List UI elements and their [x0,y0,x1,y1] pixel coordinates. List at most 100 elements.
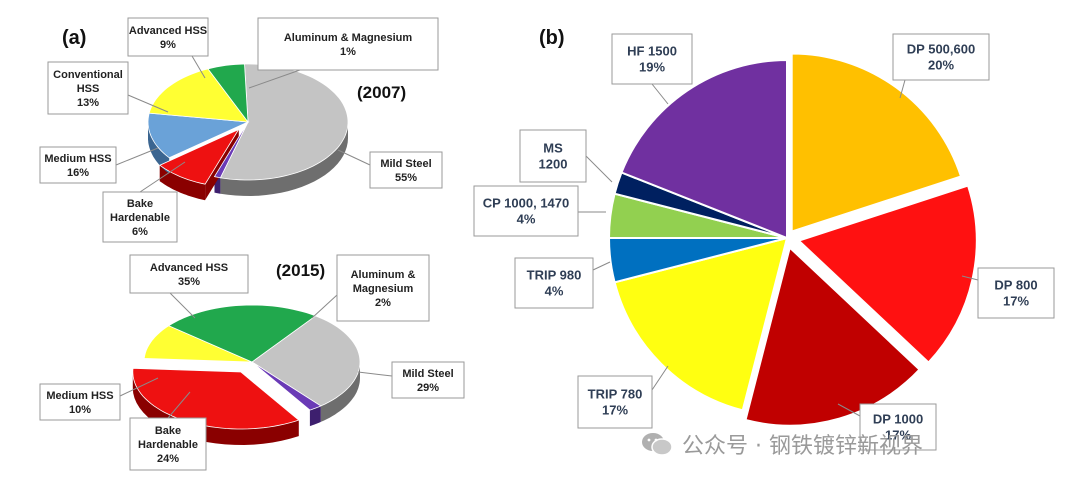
a2007-conventional-hss-label-line-0: Conventional [53,69,123,81]
a2007-aluminum-magnesium-label-box [257,17,439,71]
panel-label-b: (b) [539,27,565,49]
a2007-aluminum-magnesium-label-line-1: 1% [340,46,356,58]
pie-2007-side-conventional-hss [148,122,170,174]
a2015-aluminum-magnesium-label-line-2: 2% [375,297,391,309]
a2007-mild-steel-label-line-0: Mild Steel [380,158,431,170]
wechat-icon [642,433,673,456]
a2015-mild-steel-label-line-1: 29% [417,382,439,394]
b-ms-1200-leader-line [585,155,613,183]
b-ms-1200-label-box [519,129,587,183]
b-cp-1000-1470-label-line-1: 4% [517,212,536,227]
a2007-bake-hardenable-leader-line [139,161,186,193]
b-dp-1000-label-line-0: DP 1000 [873,412,923,427]
a2007-mild-steel-label-box [369,151,443,189]
watermark-text: 公众号 · 钢铁镀锌新视界 [682,434,923,459]
a2007-aluminum-magnesium-label-line-0: Aluminum & Magnesium [284,32,413,44]
a2015-bake-hardenable-leader-line [167,391,191,419]
a2015-advanced-hss-label-line-1: 35% [178,276,200,288]
pie-2007-side-mild-steel [220,122,348,196]
b-dp-1000-label-box [859,403,937,451]
pie-chart-2015 [132,304,361,445]
b-dp-500-600-label-line-0: DP 500,600 [907,42,975,57]
a2015-bake-hardenable-callout: Bake Hardenable 24% [129,391,207,471]
pie-2007-slice-bake-hardenable [207,63,249,124]
a2015-advanced-hss-label-box [129,254,249,294]
a2015-aluminum-magnesium-label-box [336,254,430,322]
pie-2015-title: (2015) [276,261,325,280]
a2007-mild-steel-label-line-1: 55% [395,172,417,184]
pie-b-slice-dp-800 [796,184,978,364]
a2015-mild-steel-label-box [391,361,465,399]
a2007-conventional-hss-label-line-1: HSS [77,83,100,95]
b-dp-800-label-line-0: DP 800 [994,278,1037,293]
b-dp-1000-leader-line [837,403,861,417]
pie-2007-slice-aluminum-magnesium [213,121,249,179]
a2015-advanced-hss-label-line-0: Advanced HSS [150,262,228,274]
a2015-mild-steel-leader-line [357,371,393,377]
b-trip-980-label-line-0: TRIP 980 [527,268,582,283]
pie-2015-slice-medium-hss [143,325,253,363]
b-dp-500-600-label-line-1: 20% [928,58,954,73]
a2015-bake-hardenable-label-line-1: Hardenable [138,439,198,451]
pie-b-slice-dp-500-600 [790,52,963,233]
pie-chart-ahss-grades [607,52,978,427]
b-dp-800-leader-line [961,275,979,281]
b-cp-1000-1470-label-line-0: CP 1000, 1470 [483,196,570,211]
b-dp-800-label-line-1: 17% [1003,294,1029,309]
a2015-medium-hss-leader-line [119,377,159,397]
a2007-bake-hardenable-label-box [102,191,178,243]
b-ms-1200-label-line-1: 1200 [539,157,568,172]
b-trip-980-label-box [514,257,594,309]
a2015-advanced-hss-callout: Advanced HSS 35% [129,254,249,319]
a2007-medium-hss-callout: Medium HSS 16% [39,146,159,184]
b-trip-780-label-line-1: 17% [602,403,628,418]
pie-2015-slice-aluminum-magnesium [251,361,322,411]
pie-2007-title: (2007) [357,83,406,102]
a2007-mild-steel-leader-line [337,149,371,166]
a2007-aluminum-magnesium-callout: Aluminum & Magnesium 1% [248,17,439,89]
b-dp-500-600-label-box [892,33,990,81]
pie-b-slice-trip-780 [613,236,789,412]
pie-2007-slice-advanced-hss [158,128,240,185]
b-trip-780-leader-line [651,365,669,391]
a2007-medium-hss-label-line-0: Medium HSS [44,153,111,165]
pie-2015-slice-bake-hardenable [167,304,317,363]
a2007-medium-hss-leader-line [115,147,159,166]
b-hf-1500-label-line-0: HF 1500 [627,44,677,59]
b-dp-500-600-leader-line [899,79,906,99]
a2015-bake-hardenable-label-box [129,417,207,471]
a2015-aluminum-magnesium-label-line-1: Magnesium [353,283,414,295]
a2007-advanced-hss-label-line-0: Advanced HSS [129,25,207,37]
watermark: 公众号 · 钢铁镀锌新视界 [640,424,1060,464]
panel-label-a: (a) [62,27,86,49]
b-cp-1000-1470-label-box [473,185,579,237]
callout-labels: Advanced HSS 9% Aluminum & Magnesium 1% Conv… [39,17,1055,471]
a2015-medium-hss-label-box [39,383,121,421]
a2007-bake-hardenable-label-line-1: Hardenable [110,212,170,224]
b-ms-1200-label-line-0: MS [543,141,563,156]
b-hf-1500-label-line-1: 19% [639,60,665,75]
b-dp-800-label-box [977,267,1055,319]
a2015-aluminum-magnesium-leader-line [311,294,338,319]
a2007-advanced-hss-leader-line [191,55,206,79]
a2015-aluminum-magnesium-label-line-0: Aluminum & [351,269,416,281]
a2015-medium-hss-label-line-0: Medium HSS [46,390,113,402]
pie-2015-slice-mild-steel [251,315,361,407]
a2007-conventional-hss-callout: Conventional HSS 13% [47,61,169,115]
a2015-bake-hardenable-label-line-0: Bake [155,425,181,437]
a2015-mild-steel-callout: Mild Steel 29% [357,361,465,399]
a2007-bake-hardenable-label-line-2: 6% [132,226,148,238]
pie-b-slice-hf-1500 [620,58,788,240]
b-trip-980-leader-line [592,261,611,271]
b-trip-780-label-line-0: TRIP 780 [588,387,643,402]
a2015-advanced-hss-leader-line [169,292,196,319]
a2015-aluminum-magnesium-callout: Aluminum & Magnesium 2% [311,254,430,322]
pie-b-slice-dp-1000 [744,245,921,427]
a2015-mild-steel-label-line-0: Mild Steel [402,368,453,380]
